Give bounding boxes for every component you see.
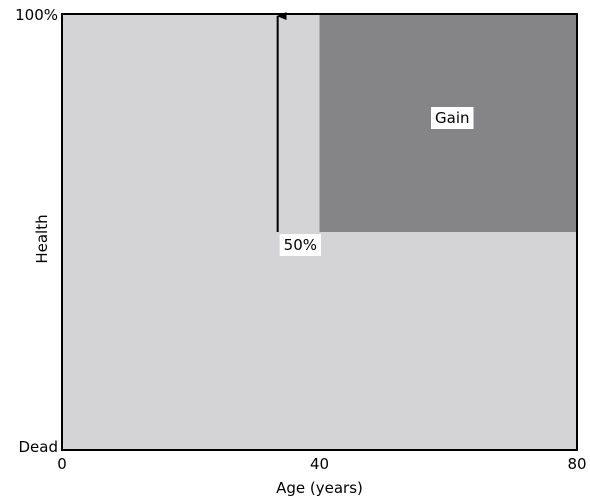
x-axis-title: Age (years) — [276, 479, 363, 497]
x-tick-label: 80 — [567, 455, 586, 473]
y-axis-title: Health — [33, 214, 51, 263]
region-label-gain-text: Gain — [435, 109, 470, 127]
plot-frame — [61, 13, 578, 451]
x-tick-label: 40 — [310, 455, 329, 473]
y-tick-label: Dead — [19, 438, 59, 456]
region-label-gain-box — [431, 107, 474, 129]
annotation-label-0-box — [279, 234, 321, 256]
annotation-label-0: 50% — [279, 234, 321, 256]
y-tick-label: 100% — [15, 6, 58, 24]
region-label-gain: Gain — [431, 107, 474, 129]
x-tick-label: 0 — [57, 455, 67, 473]
annotation-label-0-text: 50% — [284, 236, 317, 254]
